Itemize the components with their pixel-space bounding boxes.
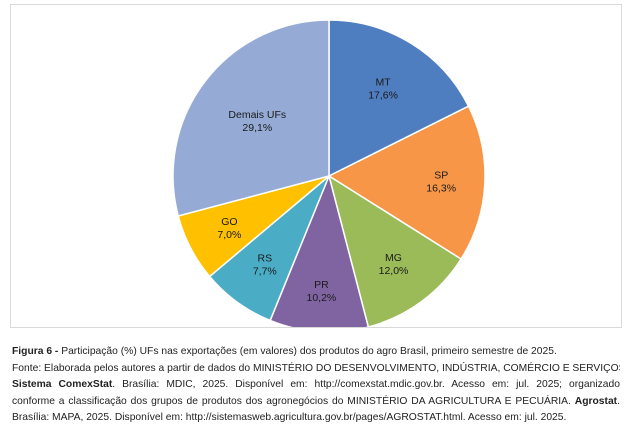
- chart-frame: MT 17,6% SP 16,3% MG 12,0% PR 10,2% RS 7,7% GO 7,0%…: [10, 4, 622, 328]
- caption-classification-end: .: [617, 395, 620, 407]
- slice-category-label-demais-ufs: Demais UFs: [228, 109, 286, 121]
- slice-category-label-pr: PR: [314, 279, 329, 291]
- caption-classification-line: conforme a classificação dos grupos de p…: [12, 394, 620, 411]
- pie-slice-mg: [327, 174, 463, 327]
- pie-slice-mt: [328, 19, 470, 178]
- pie-slice-pr: [269, 173, 370, 327]
- caption-title-line: Figura 6 - Participação (%) UFs nas expo…: [12, 344, 620, 361]
- pie-slice-sp: [327, 105, 486, 261]
- slice-category-label-rs: RS: [258, 252, 273, 264]
- slice-value-label-pr: 10,2%: [307, 292, 337, 304]
- slice-category-label-sp: SP: [434, 170, 448, 182]
- caption-agrostat-name: Agrostat: [574, 395, 618, 407]
- slice-value-label-rs: 7,7%: [253, 265, 277, 277]
- slice-value-label-sp: 16,3%: [426, 183, 456, 195]
- caption-comexstat-name: Sistema ComexStat: [12, 379, 113, 390]
- slice-value-label-mg: 12,0%: [379, 265, 409, 277]
- slice-value-label-go: 7,0%: [217, 229, 241, 241]
- caption-comexstat-text: . Brasília: MDIC, 2025. Disponível em: h…: [112, 379, 620, 390]
- slice-value-label-mt: 17,6%: [368, 89, 398, 101]
- slice-category-label-mg: MG: [385, 252, 402, 264]
- caption-source-line: Fonte: Elaborada pelos autores a partir …: [12, 362, 620, 374]
- caption-figure-text: Participação (%) UFs nas exportações (em…: [58, 346, 557, 357]
- caption-classification-text: conforme a classificação dos grupos de p…: [12, 395, 575, 407]
- figure-caption: Figura 6 - Participação (%) UFs nas expo…: [12, 344, 620, 427]
- caption-figure-label: Figura 6 -: [12, 346, 59, 357]
- slice-category-label-mt: MT: [376, 76, 392, 88]
- slice-category-label-go: GO: [221, 216, 237, 228]
- pie-slice-demais-ufs: [172, 19, 330, 217]
- slice-value-label-demais-ufs: 29,1%: [242, 122, 272, 134]
- caption-mapa-line: Brasília: MAPA, 2025. Disponível em: htt…: [12, 412, 567, 423]
- caption-comexstat-line: Sistema ComexStat. Brasília: MDIC, 2025.…: [12, 377, 620, 394]
